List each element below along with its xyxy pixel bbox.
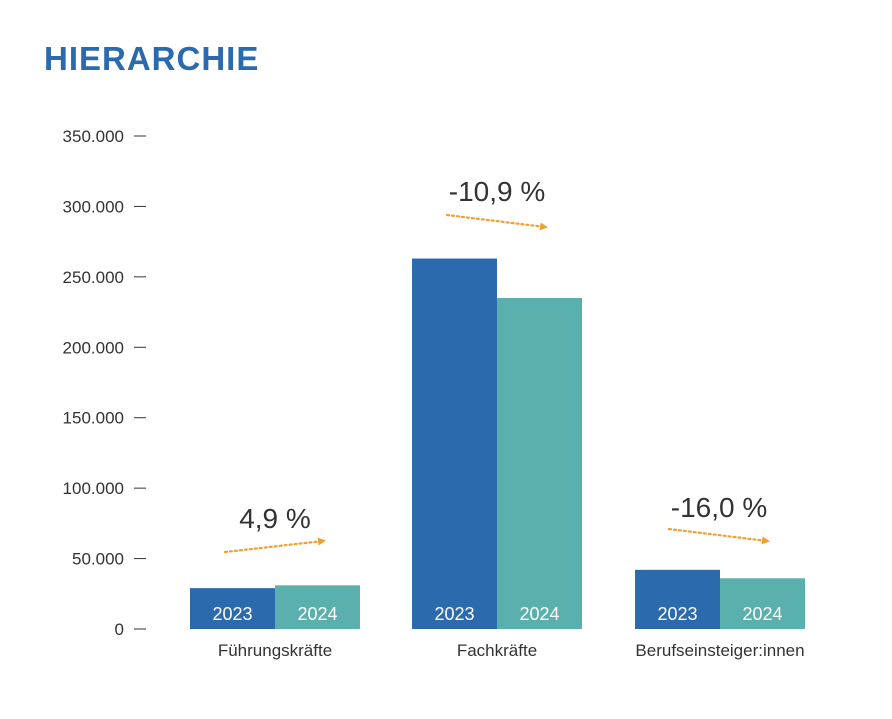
trend-arrow-icon	[667, 527, 770, 545]
category-label: Führungskräfte	[218, 641, 332, 660]
bar-year-label: 2024	[297, 604, 337, 624]
y-tick-label: 300.000	[63, 197, 124, 216]
y-tick-label: 50.000	[72, 550, 124, 569]
bar-year-label: 2023	[212, 604, 252, 624]
bar-2023	[190, 588, 275, 629]
bar-year-label: 2024	[742, 604, 782, 624]
change-percent-label: 4,9 %	[239, 503, 311, 534]
category-labels: Führungskräfte Fachkräfte Berufseinsteiger…	[218, 641, 805, 660]
trend-arrow-icon	[445, 213, 548, 231]
bar-year-label: 2023	[657, 604, 697, 624]
change-percent-label: -16,0 %	[671, 492, 768, 523]
change-annotations: 4,9 % -10,9 % -16,0 %	[223, 176, 770, 554]
y-tick-label: 350.000	[63, 127, 124, 146]
bar-2023	[635, 569, 720, 629]
bar-2023	[412, 258, 497, 629]
y-tick-label: 250.000	[63, 268, 124, 287]
bar-2024	[720, 578, 805, 629]
y-tick-label: 200.000	[63, 338, 124, 357]
category-label: Fachkräfte	[457, 641, 537, 660]
y-tick-label: 150.000	[63, 409, 124, 428]
bars: 2023 2024 2023 2024 2023 2024	[190, 258, 805, 629]
chart-title: HIERARCHIE	[44, 40, 260, 77]
y-tick-label: 0	[115, 620, 124, 639]
y-axis: 0 50.000 100.000 150.000 200.000 250.000 300.0…	[63, 127, 146, 639]
change-percent-label: -10,9 %	[449, 176, 546, 207]
bar-2024	[275, 585, 360, 629]
bar-year-label: 2024	[519, 604, 559, 624]
trend-arrow-icon	[223, 537, 326, 554]
bar-2024	[497, 297, 582, 629]
bar-year-label: 2023	[434, 604, 474, 624]
y-tick-label: 100.000	[63, 479, 124, 498]
category-label: Berufseinsteiger:innen	[635, 641, 804, 660]
